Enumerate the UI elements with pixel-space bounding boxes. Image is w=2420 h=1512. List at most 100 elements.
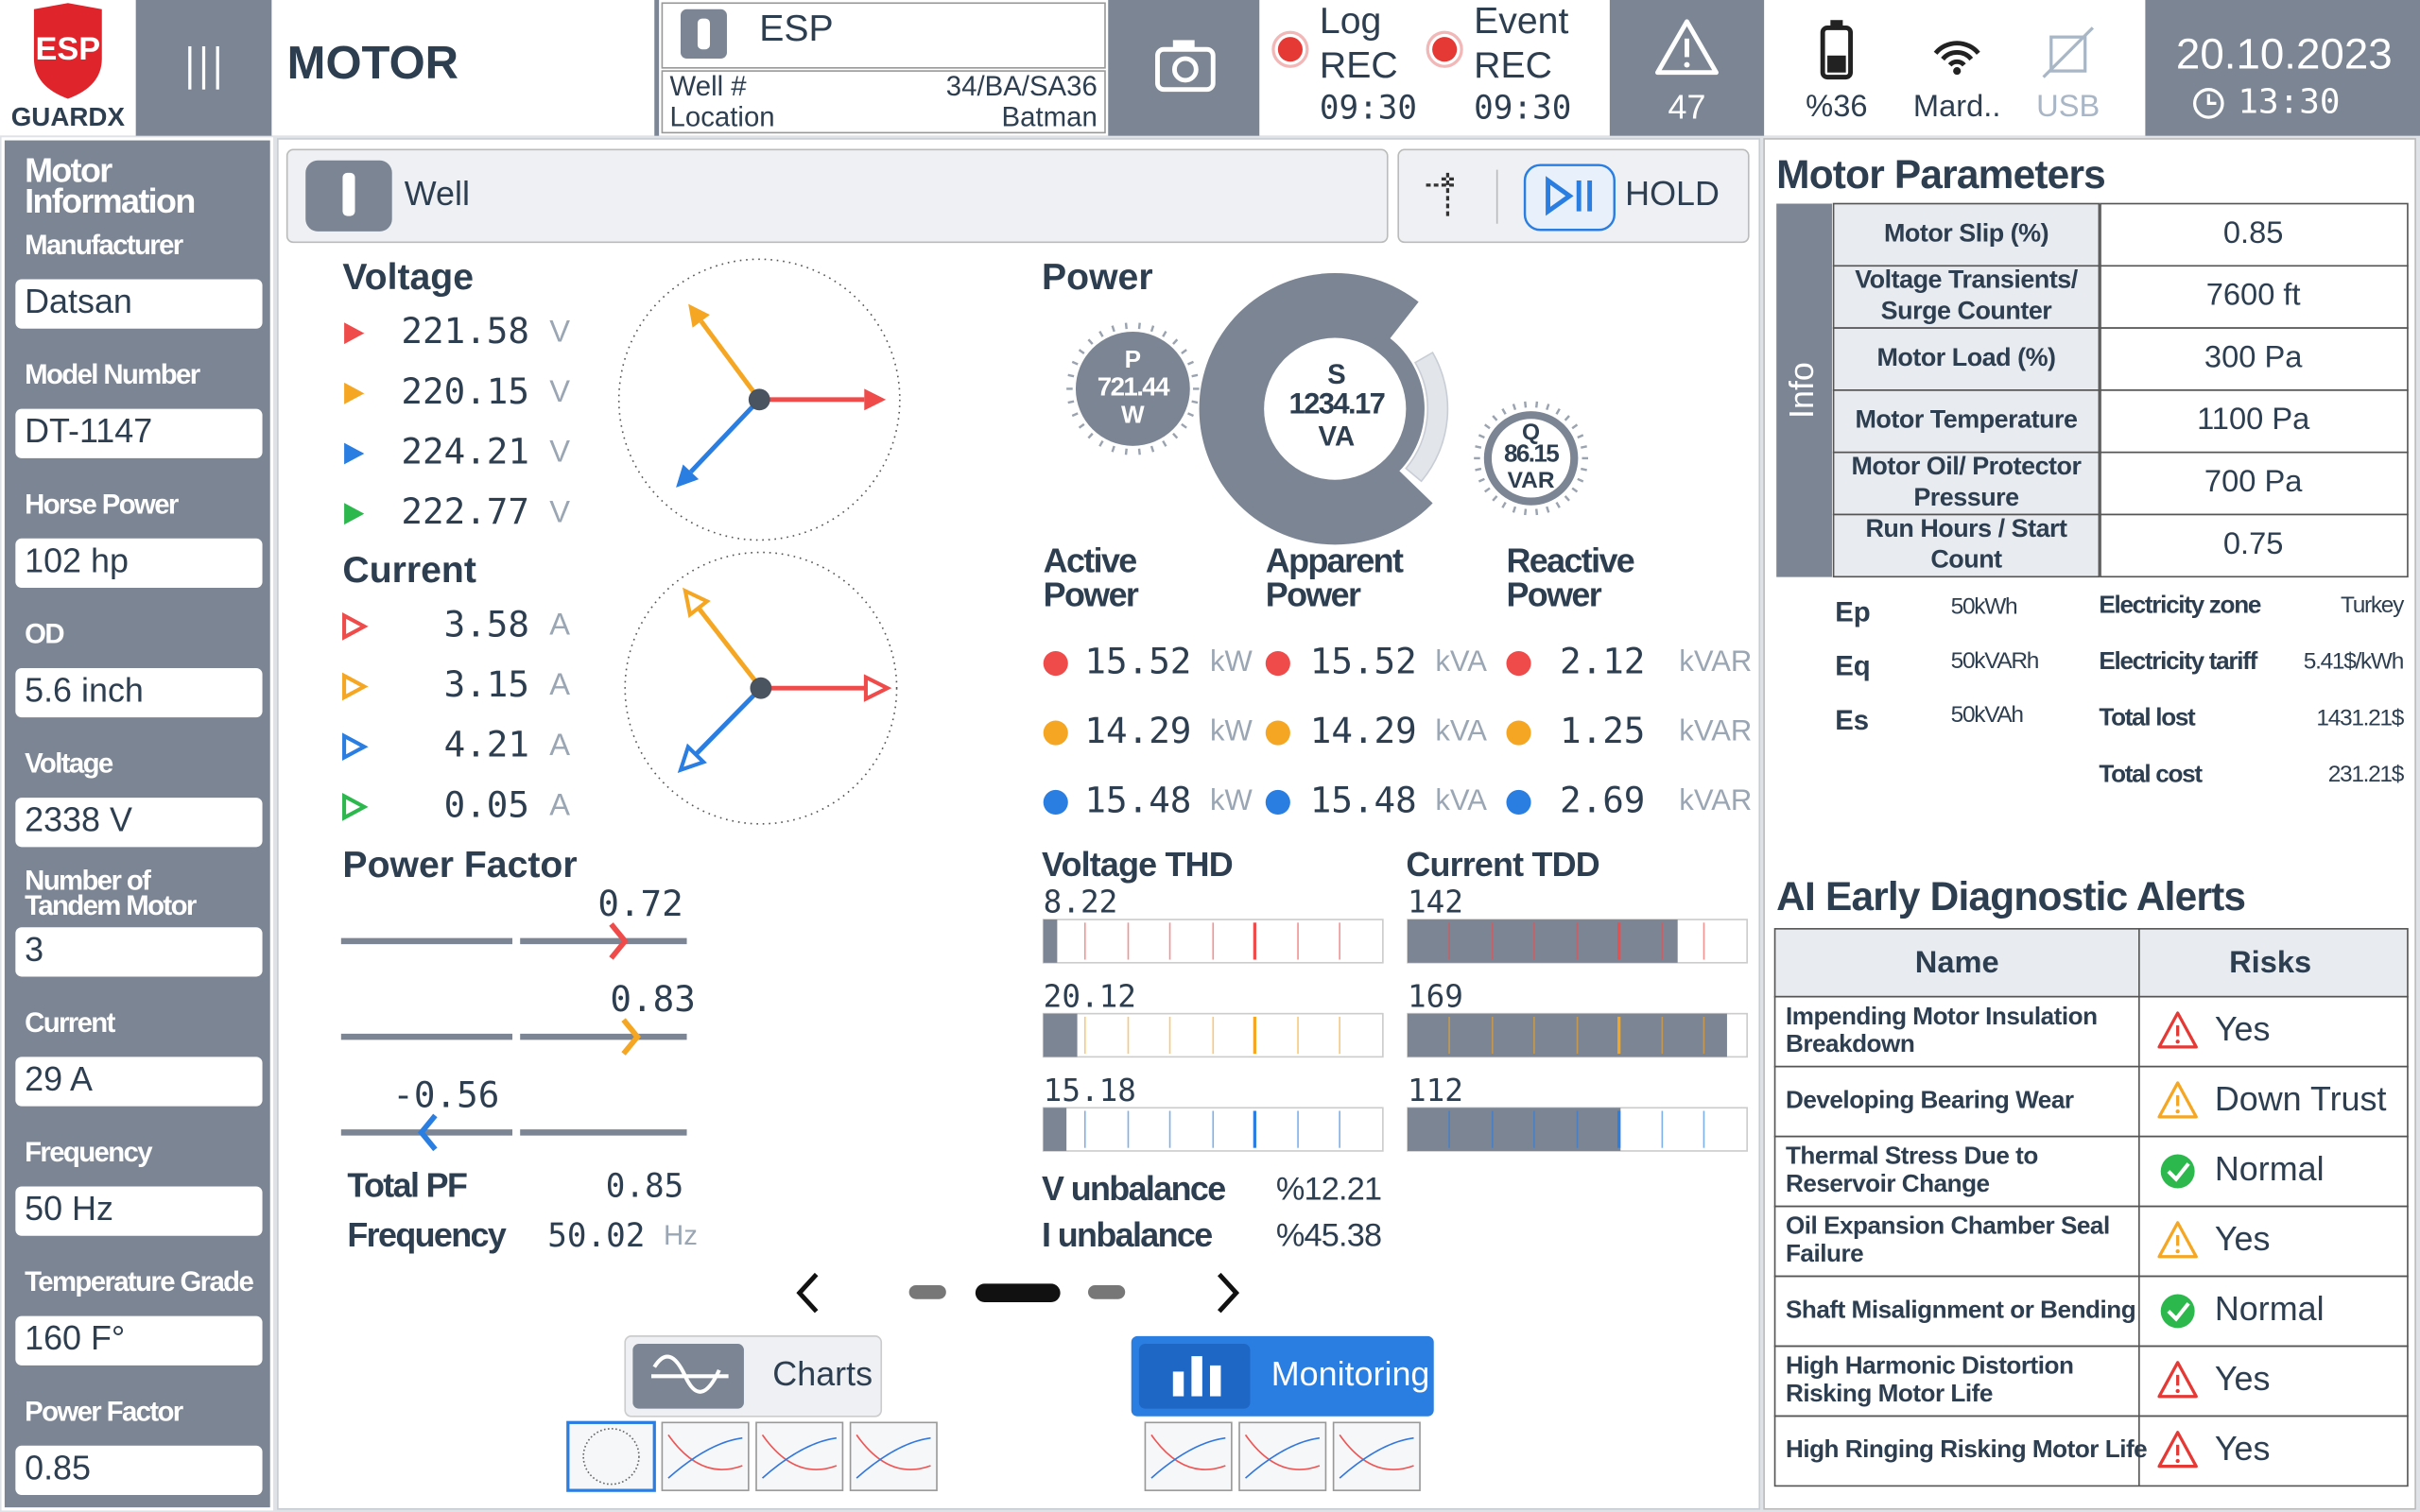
- unit: kVA: [1435, 714, 1487, 747]
- unit: kVAR: [1679, 644, 1752, 678]
- section-title: Current TDD: [1406, 845, 1599, 884]
- param-label: Count: [1930, 545, 2002, 574]
- label: Frequency: [347, 1215, 507, 1254]
- reading: 0.05: [444, 783, 529, 825]
- risk-value: Yes: [2215, 1219, 2271, 1258]
- gauge-tick: [1124, 448, 1128, 455]
- label: 231.21$: [2328, 762, 2405, 787]
- unit: kVAR: [1679, 783, 1752, 816]
- chart-thumbnail[interactable]: [1238, 1421, 1327, 1491]
- alert-name: Shaft Misalignment or Bending: [1786, 1295, 2135, 1323]
- label: Log: [1320, 1, 1381, 42]
- harmonic-value: 8.22: [1044, 885, 1118, 920]
- gauge-tick: [1577, 434, 1584, 439]
- gauge-tick: [1581, 467, 1587, 472]
- reading: 222.77: [401, 490, 529, 532]
- label: 50kVAh: [1951, 702, 2024, 728]
- field-label: Number of: [25, 866, 151, 897]
- device-icon-glyph: [697, 18, 711, 50]
- param-label-cell: [1832, 327, 2100, 391]
- chart-thumbnail[interactable]: [566, 1420, 656, 1492]
- section-title: Current: [342, 550, 475, 591]
- param-label: Run Hours / Start: [1865, 514, 2067, 542]
- reading: 1.25: [1560, 710, 1645, 751]
- gauge-tick: [1162, 439, 1167, 447]
- reading: 15.52: [1084, 641, 1191, 682]
- harmonic-fill: [1407, 919, 1678, 963]
- unit: V: [549, 313, 570, 348]
- pf-value: -0.56: [392, 1074, 499, 1115]
- param-value: 300 Pa: [2204, 338, 2303, 373]
- gauge-tick: [1162, 331, 1167, 337]
- reading: 15.48: [1084, 779, 1191, 820]
- thumb-art: [856, 1434, 931, 1470]
- phase-dot: [1506, 789, 1531, 816]
- thumb-art: [1245, 1436, 1321, 1479]
- rec-dot: [1432, 37, 1458, 62]
- label: Q: [1522, 420, 1540, 445]
- risk-icon: [2160, 1294, 2195, 1329]
- gauge-tick: [1501, 501, 1507, 508]
- chart-thumbnail[interactable]: [661, 1421, 750, 1491]
- label: Well #: [670, 71, 748, 102]
- gauge-tick: [1564, 415, 1570, 421]
- chart-thumbnail[interactable]: [1332, 1421, 1421, 1491]
- active-gauge: [1075, 332, 1190, 446]
- field-value: 0.85: [25, 1448, 91, 1486]
- unit: A: [549, 787, 570, 822]
- field-box: [15, 1445, 263, 1496]
- phasor: [699, 319, 762, 402]
- label: Total cost: [2099, 759, 2203, 787]
- chart-thumbnail[interactable]: [1144, 1421, 1233, 1491]
- phase-dot: [1043, 720, 1068, 746]
- harmonic-value: 112: [1408, 1073, 1463, 1108]
- reading: 3.15: [444, 663, 529, 705]
- param-label: Pressure: [1913, 483, 2019, 511]
- label: S: [1327, 359, 1346, 390]
- gauge-tick: [1087, 338, 1094, 345]
- param-label: Motor Oil/ Protector: [1852, 452, 2083, 480]
- reading: 220.15: [401, 370, 529, 412]
- thumb-art: [1339, 1434, 1414, 1470]
- reading: 14.29: [1084, 710, 1191, 751]
- alert-name: High Harmonic Distortion: [1786, 1351, 2073, 1380]
- gauge-tick: [1181, 422, 1187, 429]
- field-value: DT-1147: [25, 411, 152, 450]
- phasor-center: [748, 388, 770, 411]
- gauge-tick: [1137, 448, 1141, 455]
- label: Es: [1835, 705, 1869, 736]
- hold-label: HOLD: [1625, 174, 1720, 213]
- label: V unbalance: [1042, 1169, 1225, 1208]
- gauge-tick: [1078, 422, 1085, 429]
- label: I unbalance: [1042, 1215, 1212, 1254]
- phasor-circle: [624, 551, 898, 825]
- label: Eq: [1835, 651, 1871, 682]
- gauge-tick: [1067, 400, 1075, 404]
- monitoring-icon-bar: [1172, 1371, 1184, 1397]
- chart-thumbnail[interactable]: [849, 1421, 938, 1491]
- alert-icon: [1655, 19, 1719, 76]
- reading: 224.21: [401, 431, 529, 472]
- label: Ep: [1835, 597, 1871, 628]
- gauge-tick: [1524, 401, 1528, 408]
- field-value: 160 F°: [25, 1318, 125, 1357]
- gauge-tick: [1071, 360, 1079, 366]
- reading: 15.52: [1310, 641, 1417, 682]
- unit: A: [549, 727, 570, 762]
- label: 09:30: [1474, 89, 1571, 127]
- section-title: Motor Parameters: [1776, 152, 2105, 197]
- unit: kW: [1210, 644, 1253, 678]
- phase-dot: [1043, 650, 1068, 677]
- alert-name: Oil Expansion Chamber Seal: [1786, 1211, 2110, 1240]
- gauge-tick: [1150, 325, 1155, 333]
- phasor: [694, 686, 763, 757]
- label: Total PF: [347, 1166, 467, 1205]
- chart-thumbnail[interactable]: [755, 1421, 844, 1491]
- rec-dot: [1277, 37, 1303, 62]
- param-label: Motor Load (%): [1876, 343, 2055, 371]
- phasor: [689, 398, 762, 474]
- label: Total lost: [2099, 703, 2196, 731]
- well-box: [661, 70, 1106, 134]
- gauge-tick: [1191, 373, 1199, 378]
- field-box: [15, 538, 263, 589]
